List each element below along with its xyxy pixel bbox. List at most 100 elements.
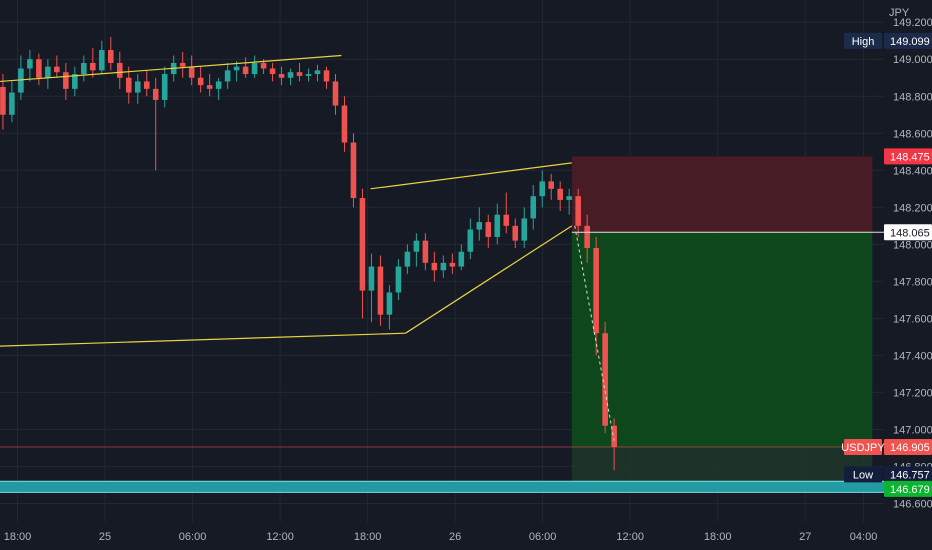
- stop-loss-zone[interactable]: [571, 156, 873, 233]
- candle-body: [242, 66, 249, 75]
- candle[interactable]: [341, 96, 348, 152]
- candle[interactable]: [0, 74, 6, 130]
- candle[interactable]: [386, 285, 393, 330]
- current-price-tag: 146.905 USDJPY: [841, 439, 932, 456]
- candle[interactable]: [575, 188, 581, 237]
- candle-body: [566, 196, 572, 200]
- candle[interactable]: [395, 259, 402, 300]
- candle-body: [557, 188, 563, 200]
- candle[interactable]: [107, 37, 114, 71]
- candle[interactable]: [134, 74, 141, 104]
- candle[interactable]: [476, 207, 483, 241]
- wedge-lower-line[interactable]: [405, 225, 573, 334]
- candle-body: [287, 72, 294, 78]
- price-axis[interactable]: [884, 0, 932, 550]
- candle[interactable]: [197, 66, 204, 93]
- candle-body: [152, 88, 159, 100]
- descending-trendline[interactable]: [0, 54, 342, 83]
- candle[interactable]: [81, 55, 87, 82]
- candle[interactable]: [539, 170, 546, 208]
- low-tag: 146.757 Low: [844, 466, 932, 483]
- take-profit-zone[interactable]: [571, 232, 873, 448]
- candle[interactable]: [503, 192, 510, 234]
- candle[interactable]: [296, 62, 303, 82]
- candle[interactable]: [611, 418, 617, 471]
- candle[interactable]: [27, 49, 33, 82]
- low-tag-label-bg: [844, 466, 882, 483]
- candle[interactable]: [152, 77, 159, 171]
- candle[interactable]: [422, 233, 429, 271]
- candle[interactable]: [530, 185, 537, 230]
- candle-body: [269, 68, 276, 75]
- candle[interactable]: [224, 62, 231, 89]
- candle[interactable]: [125, 66, 132, 104]
- high-tag-label-bg: [844, 32, 882, 49]
- candle[interactable]: [269, 62, 276, 82]
- time-axis[interactable]: [0, 522, 932, 550]
- candle[interactable]: [431, 251, 438, 282]
- take-profit-zone-remaining[interactable]: [571, 447, 873, 485]
- candle[interactable]: [233, 61, 240, 82]
- candle[interactable]: [413, 233, 420, 267]
- candles[interactable]: [0, 37, 617, 471]
- candle[interactable]: [9, 81, 15, 123]
- candle[interactable]: [557, 181, 563, 212]
- candle[interactable]: [602, 322, 608, 434]
- candle[interactable]: [215, 77, 222, 100]
- candle[interactable]: [251, 55, 258, 78]
- candle[interactable]: [449, 253, 456, 274]
- candle[interactable]: [161, 66, 168, 108]
- candle[interactable]: [467, 218, 474, 260]
- band-tag-value: 146.679: [890, 484, 930, 496]
- candle[interactable]: [584, 214, 590, 263]
- candle[interactable]: [332, 74, 339, 115]
- entry-tag-value: 148.065: [890, 227, 930, 239]
- candle[interactable]: [440, 255, 447, 278]
- candle[interactable]: [99, 40, 105, 75]
- candle[interactable]: [18, 55, 24, 100]
- candle-body: [107, 49, 114, 63]
- candle[interactable]: [350, 133, 357, 208]
- candle[interactable]: [287, 68, 294, 86]
- candle[interactable]: [206, 74, 213, 97]
- candle[interactable]: [188, 55, 195, 86]
- price-level-lines: [0, 231, 884, 448]
- candle[interactable]: [36, 53, 42, 86]
- candle[interactable]: [377, 255, 384, 326]
- wedge-upper-line[interactable]: [370, 162, 572, 190]
- candle[interactable]: [359, 188, 366, 319]
- projection-dashed-line[interactable]: [574, 225, 615, 441]
- candle[interactable]: [404, 244, 411, 274]
- candle[interactable]: [512, 218, 519, 249]
- candle[interactable]: [494, 203, 501, 245]
- candle[interactable]: [90, 48, 96, 78]
- candle[interactable]: [593, 236, 599, 356]
- candle[interactable]: [143, 70, 150, 97]
- position-zones[interactable]: [571, 156, 873, 485]
- candle[interactable]: [368, 253, 375, 323]
- candle[interactable]: [485, 214, 492, 249]
- candle-body: [521, 218, 528, 241]
- candle[interactable]: [45, 59, 51, 89]
- candle-body: [449, 262, 456, 267]
- candle[interactable]: [116, 51, 123, 89]
- candle[interactable]: [179, 51, 186, 78]
- candle[interactable]: [566, 188, 572, 215]
- candle[interactable]: [242, 57, 249, 78]
- current-price-tag-bg: [884, 439, 932, 456]
- candle[interactable]: [521, 207, 528, 249]
- candle[interactable]: [458, 244, 465, 271]
- candle[interactable]: [305, 68, 312, 82]
- candle[interactable]: [548, 174, 554, 200]
- time-tick-label: 06:00: [529, 531, 557, 543]
- candle[interactable]: [72, 66, 78, 97]
- candle[interactable]: [54, 55, 60, 78]
- candle[interactable]: [278, 66, 285, 86]
- bottom-trendline[interactable]: [0, 332, 406, 347]
- pattern-lines[interactable]: [0, 54, 615, 441]
- candle[interactable]: [323, 66, 330, 89]
- candle[interactable]: [63, 62, 69, 100]
- candle[interactable]: [314, 64, 321, 82]
